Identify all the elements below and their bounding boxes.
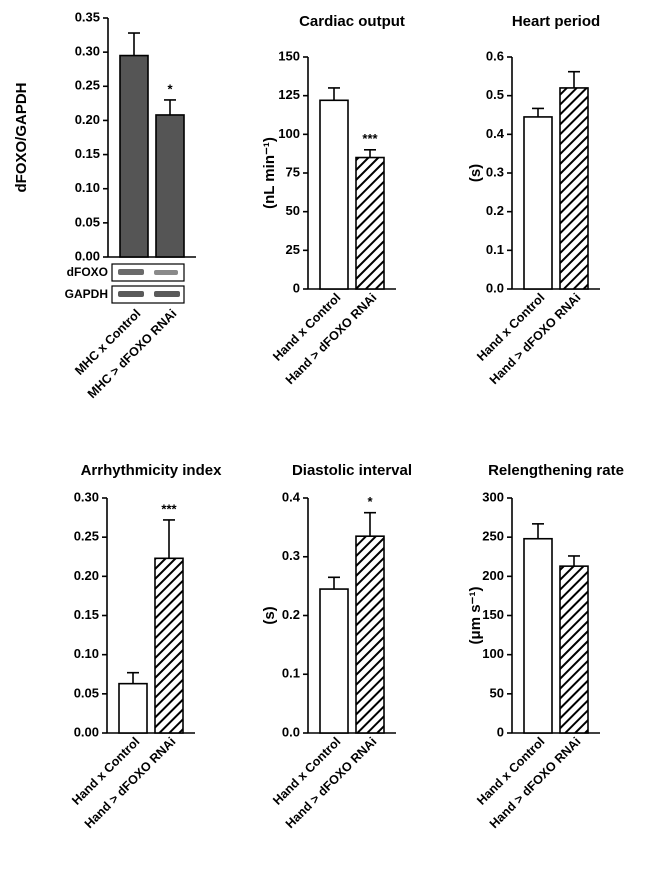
y-tick-label: 75 [286,164,300,179]
y-tick-label: 0.1 [282,666,300,681]
y-tick-label: 0.20 [74,568,99,583]
blot-label: dFOXO [67,265,108,279]
y-tick-label: 25 [286,242,300,257]
western-blot: dFOXO GAPDH [65,264,184,303]
y-tick-label: 0.05 [74,685,99,700]
bar [320,589,348,733]
y-tick-label: 0.35 [75,9,100,24]
y-tick-label: 0.3 [282,548,300,563]
y-tick-label: 0.30 [74,489,99,504]
y-tick-label: 0 [497,724,504,739]
y-tick-label: 0.05 [75,214,100,229]
y-tick-label: 0.4 [282,489,301,504]
y-tick-label: 0.25 [75,78,100,93]
y-tick-label: 0.25 [74,529,99,544]
y-tick-label: 0.30 [75,44,100,59]
y-tick-label: 50 [490,685,504,700]
figure: dFOXO GAPDH dFOXO/GAPDH0.000.050.100.150… [0,0,657,875]
y-tick-label: 0.0 [282,724,300,739]
y-tick-label: 0.15 [75,146,100,161]
bar [120,56,148,257]
bar [119,684,147,733]
significance-label: *** [161,501,177,516]
bar [524,539,552,733]
y-tick-label: 150 [482,607,504,622]
y-tick-label: 0.4 [486,126,505,141]
y-tick-label: 100 [278,126,300,141]
y-tick-label: 0.00 [75,248,100,263]
significance-label: *** [362,131,378,146]
blot-label: GAPDH [65,287,108,301]
y-tick-label: 0.6 [486,48,504,63]
y-tick-label: 250 [482,529,504,544]
bar [320,100,348,289]
y-tick-label: 0.2 [486,203,504,218]
y-tick-label: 0.15 [74,607,99,622]
significance-label: * [367,494,373,509]
y-tick-label: 125 [278,87,300,102]
bar [156,115,184,257]
chart-title: Diastolic interval [292,462,412,479]
y-tick-label: 150 [278,48,300,63]
bar [356,536,384,733]
chart-title: Arrhythmicity index [81,462,223,479]
y-tick-label: 0.1 [486,242,504,257]
y-tick-label: 0.2 [282,607,300,622]
y-tick-label: 0.0 [486,280,504,295]
y-tick-label: 50 [286,203,300,218]
y-tick-label: 0.00 [74,724,99,739]
y-axis-label: (nL min⁻¹) [261,137,278,209]
y-tick-label: 0.10 [74,646,99,661]
y-tick-label: 0.5 [486,87,504,102]
bar [356,158,384,289]
y-axis-label: (s) [261,606,278,624]
chart-title: Relengthening rate [488,462,624,479]
y-tick-label: 0.3 [486,164,504,179]
y-tick-label: 0 [293,280,300,295]
y-tick-label: 100 [482,646,504,661]
significance-label: * [167,81,173,96]
y-tick-label: 0.10 [75,180,100,195]
bar [560,88,588,289]
y-tick-label: 0.20 [75,112,100,127]
bar [155,558,183,733]
bar [524,117,552,289]
y-tick-label: 300 [482,489,504,504]
y-axis-label: (s) [467,164,484,182]
y-axis-label: dFOXO/GAPDH [13,82,30,192]
chart-title: Heart period [512,13,600,30]
chart-title: Cardiac output [299,13,405,30]
bar [560,566,588,733]
y-tick-label: 200 [482,568,504,583]
